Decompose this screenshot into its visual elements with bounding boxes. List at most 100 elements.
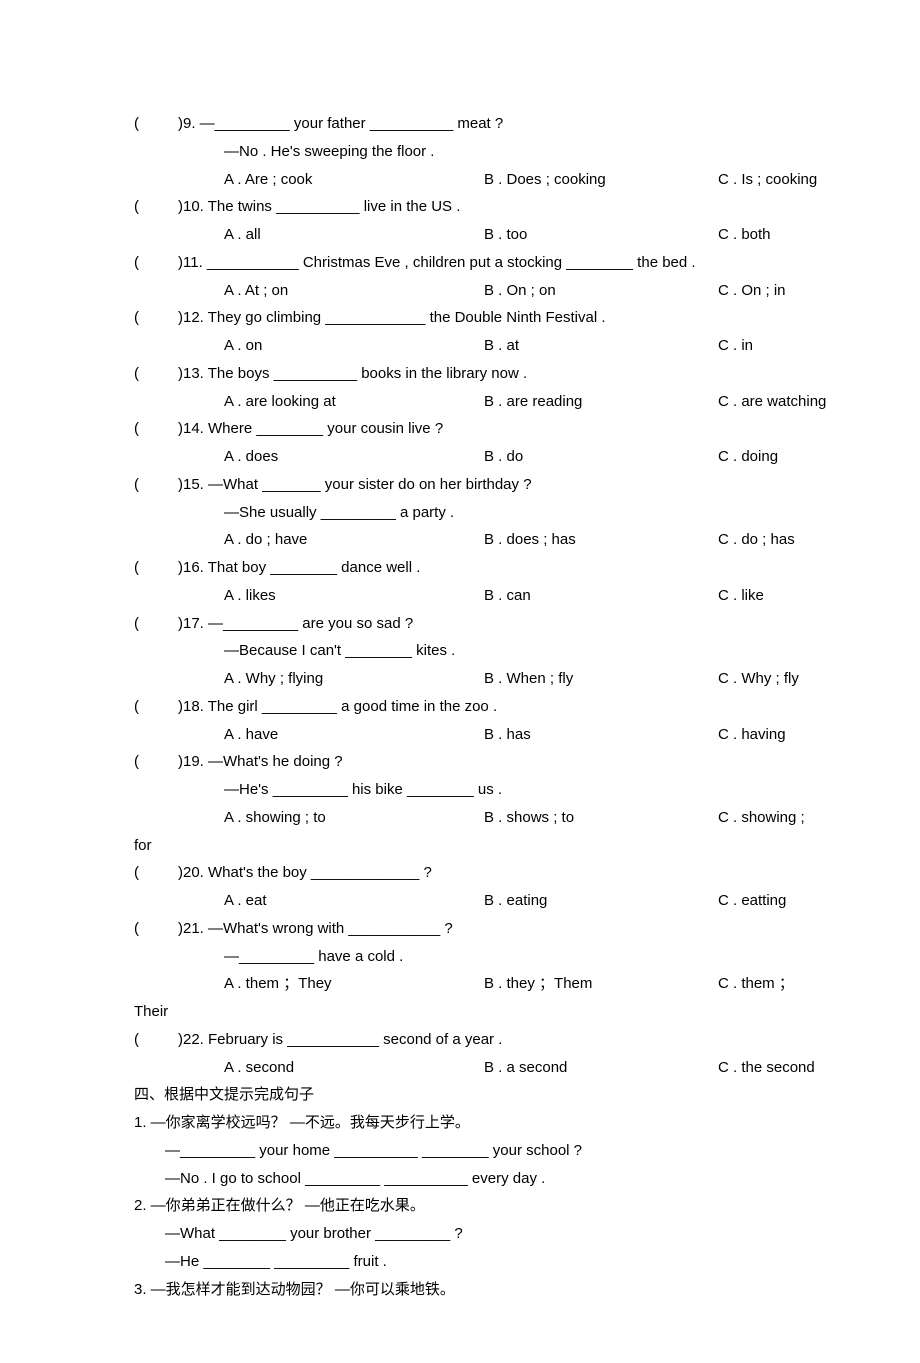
sentence-blank-line[interactable]: —He ________ _________ fruit . [50, 1248, 870, 1276]
options-row: A . them ；TheyB . they ；ThemC . them ； [50, 970, 870, 998]
question-stem: )12. They go climbing ____________ the D… [178, 304, 870, 332]
option-a[interactable]: A . on [224, 332, 484, 360]
option-b[interactable]: B . has [484, 721, 718, 749]
question-continuation: —He's _________ his bike ________ us . [50, 776, 870, 804]
option-c[interactable]: C . having [718, 721, 870, 749]
answer-blank[interactable]: ( [50, 360, 178, 388]
multiple-choice-section: ()9. —_________ your father __________ m… [50, 110, 870, 1081]
section-4-title: 四、根据中文提示完成句子 [50, 1081, 870, 1109]
option-a[interactable]: A . are looking at [224, 388, 484, 416]
worksheet-page: ()9. —_________ your father __________ m… [0, 0, 920, 1363]
option-a[interactable]: A . likes [224, 582, 484, 610]
option-c[interactable]: C . Is ; cooking [718, 166, 870, 194]
question-stem: )14. Where ________ your cousin live ? [178, 415, 870, 443]
answer-blank[interactable]: ( [50, 554, 178, 582]
options-row: A . onB . atC . in [50, 332, 870, 360]
question-stem: )9. —_________ your father __________ me… [178, 110, 870, 138]
question-stem: )20. What's the boy _____________ ? [178, 859, 870, 887]
answer-blank[interactable]: ( [50, 610, 178, 638]
option-a[interactable]: A . them ；They [224, 970, 484, 998]
question-stem: )10. The twins __________ live in the US… [178, 193, 870, 221]
option-a[interactable]: A . do ; have [224, 526, 484, 554]
option-a[interactable]: A . second [224, 1054, 484, 1082]
option-c[interactable]: C . both [718, 221, 870, 249]
question-row: ()10. The twins __________ live in the U… [50, 193, 870, 221]
question-row: ()9. —_________ your father __________ m… [50, 110, 870, 138]
option-b[interactable]: B . can [484, 582, 718, 610]
answer-blank[interactable]: ( [50, 304, 178, 332]
option-c[interactable]: C . Why ; fly [718, 665, 870, 693]
answer-blank[interactable]: ( [50, 748, 178, 776]
options-row: A . showing ; toB . shows ; toC . showin… [50, 804, 870, 832]
answer-blank[interactable]: ( [50, 249, 178, 277]
options-row: A . doesB . doC . doing [50, 443, 870, 471]
question-row: ()22. February is ___________ second of … [50, 1026, 870, 1054]
option-c[interactable]: C . showing ; [718, 804, 870, 832]
question-row: ()12. They go climbing ____________ the … [50, 304, 870, 332]
option-b[interactable]: B . they ；Them [484, 970, 718, 998]
option-c[interactable]: C . them ； [718, 970, 870, 998]
question-stem: )17. —_________ are you so sad ? [178, 610, 870, 638]
option-b[interactable]: B . When ; fly [484, 665, 718, 693]
answer-blank[interactable]: ( [50, 1026, 178, 1054]
option-a[interactable]: A . does [224, 443, 484, 471]
option-c[interactable]: C . do ; has [718, 526, 870, 554]
option-c[interactable]: C . eatting [718, 887, 870, 915]
question-row: ()11. ___________ Christmas Eve , childr… [50, 249, 870, 277]
option-b[interactable]: B . are reading [484, 388, 718, 416]
option-b[interactable]: B . do [484, 443, 718, 471]
question-stem: )15. —What _______ your sister do on her… [178, 471, 870, 499]
options-row: A . haveB . hasC . having [50, 721, 870, 749]
option-a[interactable]: A . eat [224, 887, 484, 915]
answer-blank[interactable]: ( [50, 415, 178, 443]
question-row: ()13. The boys __________ books in the l… [50, 360, 870, 388]
option-b[interactable]: B . a second [484, 1054, 718, 1082]
options-row: A . do ; haveB . does ; hasC . do ; has [50, 526, 870, 554]
option-b[interactable]: B . Does ; cooking [484, 166, 718, 194]
sentence-blank-line[interactable]: —No . I go to school _________ _________… [50, 1165, 870, 1193]
question-continuation: —No . He's sweeping the floor . [50, 138, 870, 166]
answer-blank[interactable]: ( [50, 193, 178, 221]
answer-blank[interactable]: ( [50, 471, 178, 499]
sentence-prompt: 3. —我怎样才能到达动物园？ —你可以乘地铁。 [50, 1276, 870, 1304]
option-b[interactable]: B . shows ; to [484, 804, 718, 832]
answer-blank[interactable]: ( [50, 110, 178, 138]
question-continuation: —She usually _________ a party . [50, 499, 870, 527]
options-row: A . likesB . canC . like [50, 582, 870, 610]
question-stem: )19. —What's he doing ? [178, 748, 870, 776]
options-row: A . are looking atB . are readingC . are… [50, 388, 870, 416]
option-c[interactable]: C . like [718, 582, 870, 610]
option-wrap-tail: Their [50, 998, 870, 1026]
option-b[interactable]: B . eating [484, 887, 718, 915]
option-b[interactable]: B . does ; has [484, 526, 718, 554]
option-b[interactable]: B . On ; on [484, 277, 718, 305]
sentence-prompt: 2. —你弟弟正在做什么？ —他正在吃水果。 [50, 1192, 870, 1220]
option-wrap-tail: for [50, 832, 870, 860]
option-a[interactable]: A . At ; on [224, 277, 484, 305]
question-row: ()14. Where ________ your cousin live ? [50, 415, 870, 443]
option-c[interactable]: C . in [718, 332, 870, 360]
question-stem: )18. The girl _________ a good time in t… [178, 693, 870, 721]
answer-blank[interactable]: ( [50, 915, 178, 943]
option-c[interactable]: C . On ; in [718, 277, 870, 305]
option-a[interactable]: A . all [224, 221, 484, 249]
answer-blank[interactable]: ( [50, 859, 178, 887]
sentence-blank-line[interactable]: —_________ your home __________ ________… [50, 1137, 870, 1165]
option-c[interactable]: C . doing [718, 443, 870, 471]
option-a[interactable]: A . Why ; flying [224, 665, 484, 693]
option-a[interactable]: A . Are ; cook [224, 166, 484, 194]
question-stem: )11. ___________ Christmas Eve , childre… [178, 249, 870, 277]
options-row: A . Are ; cookB . Does ; cookingC . Is ;… [50, 166, 870, 194]
option-c[interactable]: C . the second [718, 1054, 870, 1082]
sentence-blank-line[interactable]: —What ________ your brother _________ ? [50, 1220, 870, 1248]
options-row: A . allB . tooC . both [50, 221, 870, 249]
option-b[interactable]: B . too [484, 221, 718, 249]
option-b[interactable]: B . at [484, 332, 718, 360]
question-stem: )22. February is ___________ second of a… [178, 1026, 870, 1054]
option-c[interactable]: C . are watching [718, 388, 870, 416]
option-a[interactable]: A . have [224, 721, 484, 749]
question-row: ()20. What's the boy _____________ ? [50, 859, 870, 887]
answer-blank[interactable]: ( [50, 693, 178, 721]
options-row: A . secondB . a secondC . the second [50, 1054, 870, 1082]
option-a[interactable]: A . showing ; to [224, 804, 484, 832]
